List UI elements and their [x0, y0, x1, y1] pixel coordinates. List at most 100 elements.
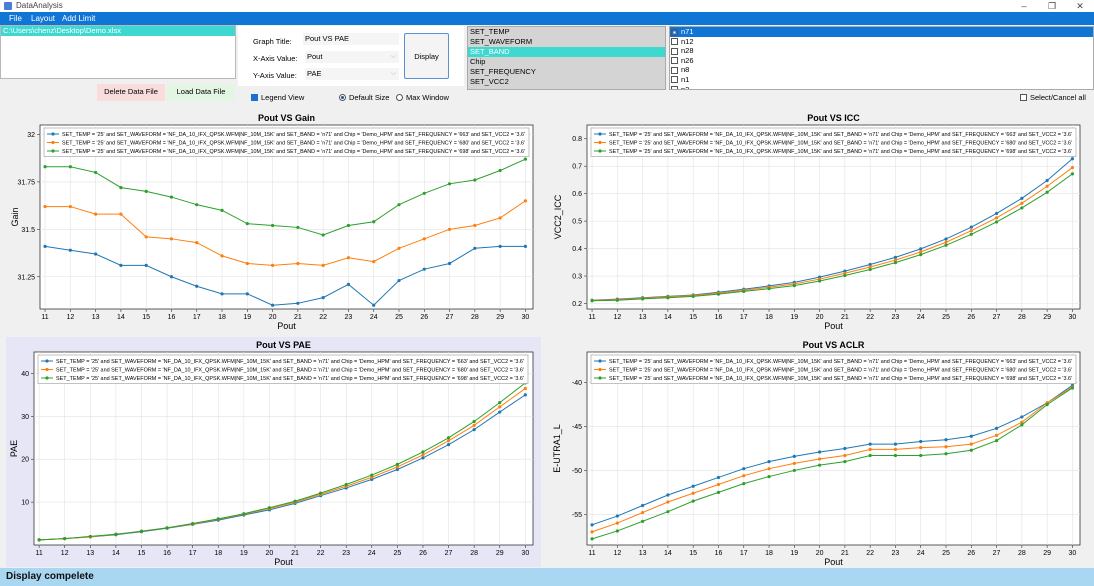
- parameter-list-item[interactable]: SET_TEMP: [470, 27, 510, 36]
- band-item-n26[interactable]: n26: [670, 56, 1093, 66]
- data-point: [270, 303, 275, 307]
- chart-title: Pout VS Gain: [258, 113, 315, 123]
- data-point: [395, 465, 399, 469]
- data-point: [868, 267, 872, 272]
- data-point: [994, 220, 999, 224]
- menu-add-limit[interactable]: Add Limit: [62, 14, 96, 23]
- x-tick-label: 22: [317, 550, 325, 557]
- chart-pout-vs-icc[interactable]: Pout VS ICC 11 12 13 14 15 16 17 18 19 20 21 22 23 24 2…: [551, 110, 1088, 331]
- y-tick-label: 10: [21, 500, 29, 507]
- data-point: [868, 262, 872, 267]
- legend-entry: SET_TEMP = '25' and SET_WAVEFORM = 'NF_D…: [609, 368, 1072, 374]
- band-item-n71[interactable]: n71: [670, 27, 1093, 37]
- max-window-radio[interactable]: Max Window: [396, 93, 449, 102]
- chart-pout-vs-pae[interactable]: Pout VS PAE 11 12 13 14 15 16 17 18 19 20 21 22 23 24 2…: [6, 337, 541, 567]
- minimize-icon[interactable]: –: [1021, 1, 1027, 11]
- x-tick-label: 19: [790, 550, 798, 557]
- data-point: [994, 433, 999, 437]
- display-button[interactable]: Display: [404, 33, 449, 79]
- chart-pout-vs-aclr[interactable]: Pout VS ACLR 11 12 13 14 15 16 17 18 19 20 21 22 23 24…: [551, 337, 1088, 567]
- legend-view-checkbox[interactable]: Legend View: [251, 93, 304, 102]
- x-tick-label: 27: [993, 314, 1001, 321]
- data-point: [370, 473, 374, 477]
- default-size-radio[interactable]: Default Size: [339, 93, 389, 102]
- data-point: [372, 303, 376, 307]
- x-tick-label: 20: [269, 314, 277, 321]
- checkbox-icon[interactable]: [671, 38, 678, 46]
- data-point: [498, 216, 502, 220]
- file-list[interactable]: C:\Users\chenz\Desktop\Demo.xlsx: [0, 25, 236, 79]
- y-axis-select[interactable]: PAE ⌵: [305, 68, 399, 80]
- menu-layout[interactable]: Layout: [31, 14, 56, 23]
- y-axis-title: E-UTRA1_L: [552, 424, 562, 473]
- data-point: [716, 292, 721, 296]
- band-item-n8[interactable]: n8: [670, 65, 1093, 75]
- x-tick-label: 14: [664, 314, 672, 321]
- menu-file[interactable]: File: [9, 14, 22, 23]
- parameter-list-item[interactable]: SET_WAVEFORM: [470, 37, 533, 46]
- band-item-n28[interactable]: n28: [670, 46, 1093, 56]
- data-point: [893, 255, 898, 259]
- plot-area: Pout VS Gain 11 12 13 14 15 16 17 18 19 20 21 22 23 24…: [0, 103, 1094, 567]
- data-point: [195, 203, 199, 207]
- chevron-down-icon: ⌵: [390, 53, 396, 60]
- parameter-list-item[interactable]: SET_VCC2: [470, 77, 509, 86]
- parameter-list-item[interactable]: SET_FREQUENCY: [470, 67, 536, 76]
- band-checklist[interactable]: n71 n12 n28 n26 n8 n1 n2: [669, 26, 1094, 90]
- band-item-n2[interactable]: n2: [670, 85, 1093, 89]
- graph-title-input[interactable]: Pout VS PAE: [303, 33, 399, 45]
- select-all-checkbox[interactable]: Select/Cancel all: [1020, 93, 1086, 102]
- x-tick-label: 14: [112, 550, 120, 557]
- x-axis-select[interactable]: Pout ⌵: [305, 51, 399, 63]
- checkbox-checked-icon[interactable]: [671, 28, 678, 36]
- data-point: [319, 491, 323, 495]
- data-point: [666, 493, 670, 497]
- data-point: [446, 443, 451, 447]
- chart-pout-vs-gain[interactable]: Pout VS Gain 11 12 13 14 15 16 17 18 19 20 21 22 23 24…: [6, 110, 541, 331]
- checkbox-icon[interactable]: [671, 57, 678, 65]
- checkbox-icon[interactable]: [671, 86, 678, 89]
- data-point: [615, 529, 619, 533]
- checkbox-icon[interactable]: [671, 66, 678, 74]
- data-point: [792, 461, 796, 466]
- radio-selected-icon: [339, 94, 346, 101]
- delete-data-file-button[interactable]: Delete Data File: [97, 84, 165, 101]
- y-tick-label: 30: [21, 414, 29, 421]
- series-line-3: [592, 173, 1073, 302]
- legend-entry: SET_TEMP = '25' and SET_WAVEFORM = 'NF_D…: [56, 359, 524, 365]
- file-list-item[interactable]: C:\Users\chenz\Desktop\Demo.xlsx: [1, 26, 235, 36]
- close-icon[interactable]: ✕: [1076, 1, 1084, 11]
- data-point: [447, 261, 452, 266]
- parameter-list-item[interactable]: Chip: [470, 57, 486, 66]
- data-point: [691, 294, 695, 298]
- checkbox-icon[interactable]: [671, 47, 678, 55]
- y-tick-label: 40: [21, 371, 29, 378]
- y-tick-label: 32: [27, 132, 35, 139]
- x-tick-label: 22: [319, 314, 327, 321]
- band-item-n12[interactable]: n12: [670, 37, 1093, 47]
- chevron-down-icon: ⌵: [390, 70, 396, 77]
- data-point: [447, 182, 452, 186]
- data-point: [270, 263, 275, 267]
- data-point: [893, 258, 898, 262]
- data-point: [422, 237, 426, 241]
- checkbox-icon[interactable]: [671, 76, 678, 84]
- data-point: [321, 263, 325, 267]
- data-point: [944, 452, 948, 456]
- x-tick-label: 27: [445, 550, 453, 557]
- y-axis-title: PAE: [9, 440, 19, 457]
- x-tick-label: 29: [1043, 550, 1051, 557]
- load-data-file-button[interactable]: Load Data File: [167, 84, 235, 101]
- data-point: [767, 474, 771, 479]
- restore-icon[interactable]: ❐: [1047, 1, 1057, 11]
- legend-box: [590, 127, 1077, 157]
- y-tick-label: 0.3: [572, 274, 582, 281]
- x-tick-label: 23: [892, 314, 900, 321]
- data-point: [372, 259, 376, 264]
- data-point: [666, 500, 670, 504]
- data-point: [893, 260, 898, 265]
- x-tick-label: 18: [214, 550, 222, 557]
- band-item-n1[interactable]: n1: [670, 75, 1093, 85]
- parameter-list-item[interactable]: SET_BAND: [468, 47, 665, 57]
- parameter-list[interactable]: SET_TEMP SET_WAVEFORM SET_BAND Chip SET_FREQ…: [467, 26, 666, 90]
